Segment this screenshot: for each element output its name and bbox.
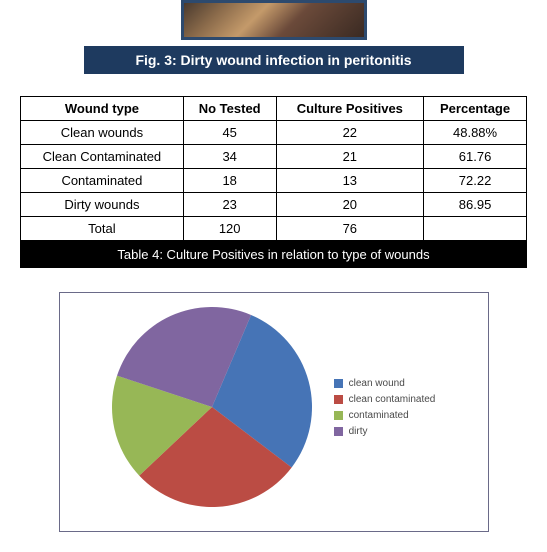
legend-swatch bbox=[334, 411, 343, 420]
cell-culture-positives: 21 bbox=[276, 145, 424, 169]
cell-no-tested: 23 bbox=[183, 193, 276, 217]
cell-percentage: 61.76 bbox=[424, 145, 527, 169]
legend-swatch bbox=[334, 379, 343, 388]
legend-item: dirty bbox=[334, 426, 436, 437]
cell-wound-type: Contaminated bbox=[21, 169, 184, 193]
cell-no-tested: 18 bbox=[183, 169, 276, 193]
figure-caption: Fig. 3: Dirty wound infection in periton… bbox=[84, 46, 464, 74]
figure-photo bbox=[181, 0, 367, 40]
cell-percentage bbox=[424, 217, 527, 241]
col-percentage: Percentage bbox=[424, 97, 527, 121]
table-row: Clean Contaminated 34 21 61.76 bbox=[21, 145, 527, 169]
cell-no-tested: 45 bbox=[183, 121, 276, 145]
pie-chart-box: clean wound clean contaminated contamina… bbox=[59, 292, 489, 532]
cell-percentage: 48.88% bbox=[424, 121, 527, 145]
pie-chart bbox=[112, 307, 312, 507]
legend-item: clean contaminated bbox=[334, 394, 436, 405]
legend-swatch bbox=[334, 395, 343, 404]
cell-wound-type: Total bbox=[21, 217, 184, 241]
table-row-total: Total 120 76 bbox=[21, 217, 527, 241]
pie-legend: clean wound clean contaminated contamina… bbox=[334, 373, 436, 442]
legend-label: clean contaminated bbox=[349, 394, 436, 405]
legend-item: clean wound bbox=[334, 378, 436, 389]
cell-culture-positives: 20 bbox=[276, 193, 424, 217]
legend-label: contaminated bbox=[349, 410, 409, 421]
col-wound-type: Wound type bbox=[21, 97, 184, 121]
legend-label: clean wound bbox=[349, 378, 405, 389]
col-culture-positives: Culture Positives bbox=[276, 97, 424, 121]
col-no-tested: No Tested bbox=[183, 97, 276, 121]
cell-culture-positives: 22 bbox=[276, 121, 424, 145]
table-row: Clean wounds 45 22 48.88% bbox=[21, 121, 527, 145]
cell-no-tested: 120 bbox=[183, 217, 276, 241]
cell-percentage: 86.95 bbox=[424, 193, 527, 217]
cell-wound-type: Clean wounds bbox=[21, 121, 184, 145]
cell-culture-positives: 76 bbox=[276, 217, 424, 241]
cell-wound-type: Dirty wounds bbox=[21, 193, 184, 217]
legend-item: contaminated bbox=[334, 410, 436, 421]
table-row: Contaminated 18 13 72.22 bbox=[21, 169, 527, 193]
table-header-row: Wound type No Tested Culture Positives P… bbox=[21, 97, 527, 121]
table-row: Dirty wounds 23 20 86.95 bbox=[21, 193, 527, 217]
cell-no-tested: 34 bbox=[183, 145, 276, 169]
cell-culture-positives: 13 bbox=[276, 169, 424, 193]
cell-percentage: 72.22 bbox=[424, 169, 527, 193]
wounds-table: Wound type No Tested Culture Positives P… bbox=[20, 96, 527, 241]
legend-swatch bbox=[334, 427, 343, 436]
table-caption: Table 4: Culture Positives in relation t… bbox=[20, 241, 527, 268]
legend-label: dirty bbox=[349, 426, 368, 437]
cell-wound-type: Clean Contaminated bbox=[21, 145, 184, 169]
